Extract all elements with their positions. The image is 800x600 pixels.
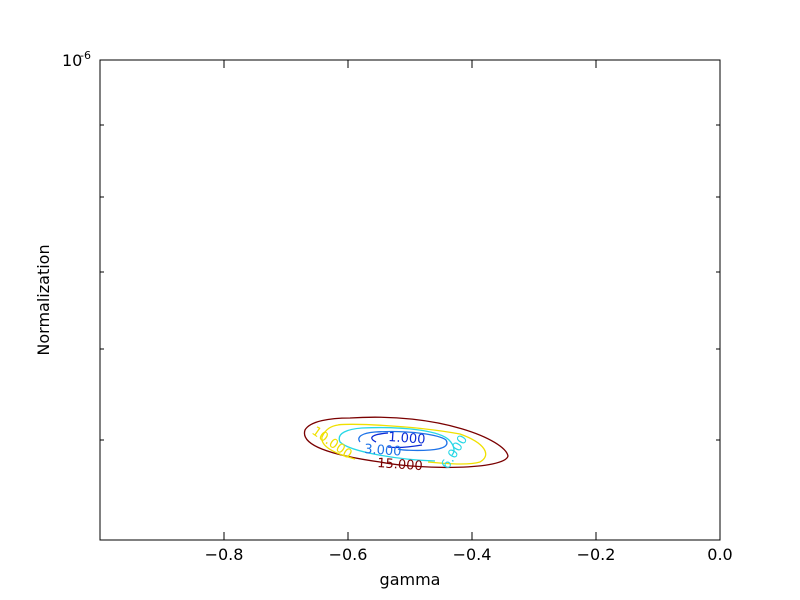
x-axis-title: gamma xyxy=(380,570,441,589)
y-ticks xyxy=(100,124,720,441)
contour-line-1 xyxy=(371,432,423,449)
x-tick-label: −0.8 xyxy=(205,545,244,564)
contour-line-15 xyxy=(303,416,509,469)
x-ticks xyxy=(223,60,721,540)
contour-label-15: 15.000 xyxy=(377,456,423,474)
y-tick-label-exponent: -6 xyxy=(80,49,91,62)
contour-line-3 xyxy=(358,430,448,452)
x-tick-labels: −0.8 −0.6 −0.4 −0.2 0.0 xyxy=(205,545,733,564)
x-tick-label: −0.2 xyxy=(577,545,616,564)
contour-lines xyxy=(303,416,509,469)
contour-line-6 xyxy=(338,426,455,462)
y-tick-label-top: 10 -6 xyxy=(62,49,91,70)
y-axis-title: Normalization xyxy=(34,244,53,355)
contour-line-10 xyxy=(321,423,487,465)
y-tick-label-base: 10 xyxy=(62,51,82,70)
x-tick-label: −0.6 xyxy=(329,545,368,564)
contour-label-1: 1.000 xyxy=(388,430,426,448)
contour-label-3: 3.000 xyxy=(364,442,402,460)
x-tick-label: −0.4 xyxy=(453,545,492,564)
x-tick-label: 0.0 xyxy=(707,545,732,564)
